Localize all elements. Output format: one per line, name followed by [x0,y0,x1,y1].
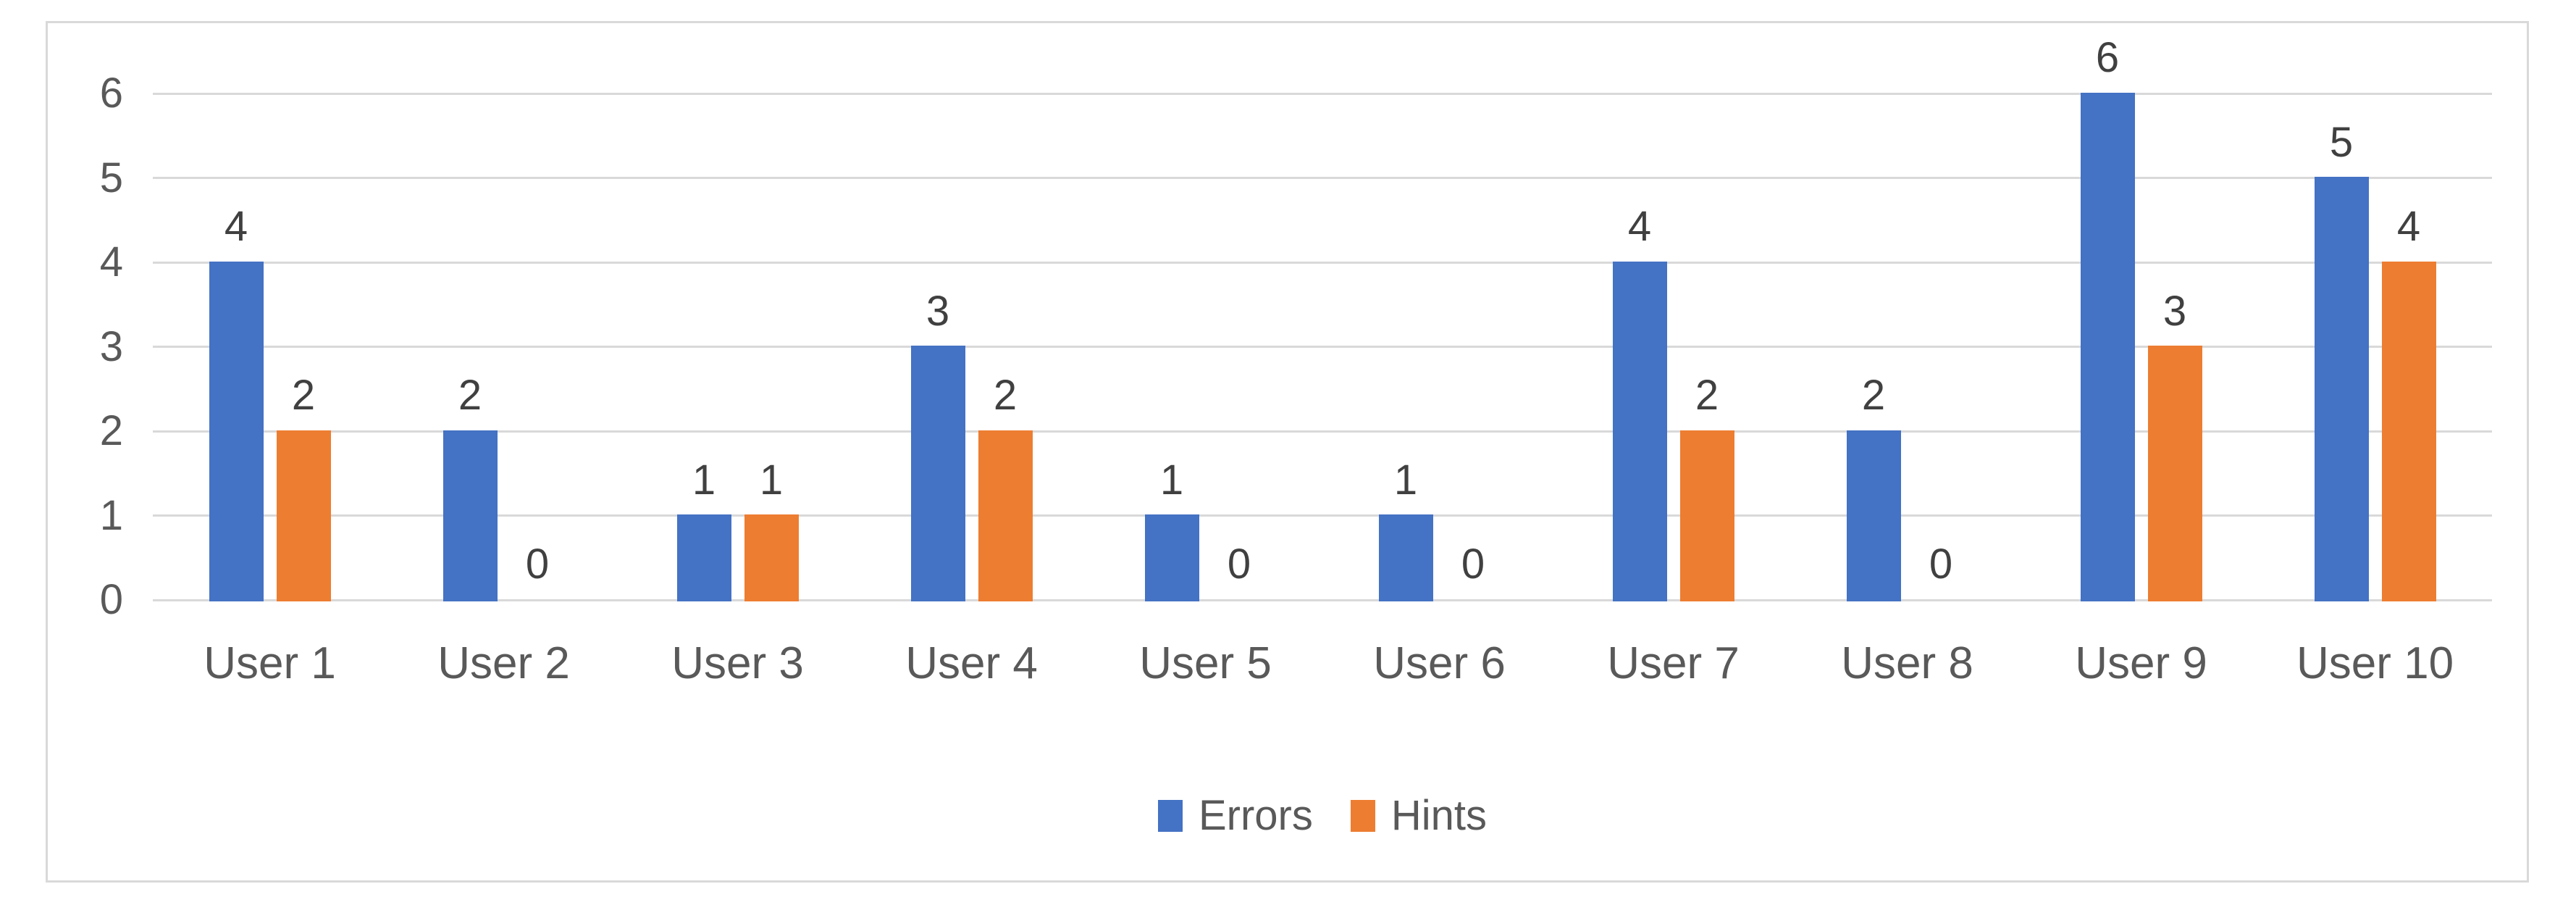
bar-hints-user-3 [744,514,799,601]
data-label-errors-user-3: 1 [692,456,716,504]
legend-swatch-hints [1350,800,1375,832]
y-tick-label-5: 5 [99,154,123,201]
x-axis-label-user-5: User 5 [1139,638,1272,688]
data-label-hints-user-9: 3 [2162,287,2187,335]
gridline-y6 [153,92,2492,95]
data-label-errors-user-5: 1 [1159,456,1184,504]
bar-errors-user-2 [442,430,498,601]
bar-errors-user-1 [209,261,264,601]
gridline-y2 [153,430,2492,433]
x-axis-label-user-3: User 3 [671,638,804,688]
legend-item-hints: Hints [1350,792,1488,839]
x-axis-label-user-8: User 8 [1841,638,1973,688]
legend-swatch-errors [1157,800,1183,832]
legend-item-errors: Errors [1157,792,1313,839]
bar-hints-user-4 [978,430,1033,601]
data-label-hints-user-2: 0 [525,541,550,588]
x-axis-label-user-2: User 2 [437,638,570,688]
data-label-errors-user-7: 4 [1627,203,1652,250]
bar-hints-user-10 [2381,261,2436,601]
y-tick-label-6: 6 [99,70,123,117]
gridline-y3 [153,346,2492,348]
data-label-errors-user-9: 6 [2095,34,2120,81]
data-label-hints-user-7: 2 [1695,372,1719,419]
x-axis-label-user-10: User 10 [2296,638,2454,688]
data-label-hints-user-8: 0 [1929,541,1953,588]
bar-errors-user-6 [1378,514,1433,601]
bar-errors-user-8 [1846,430,1901,601]
bar-errors-user-10 [2314,177,2369,601]
bar-errors-user-9 [2080,92,2135,601]
gridline-y0 [153,599,2492,601]
legend-label-errors: Errors [1198,792,1313,839]
data-label-errors-user-10: 5 [2329,118,2354,166]
data-label-errors-user-4: 3 [926,287,950,335]
gridline-y4 [153,261,2492,264]
x-axis-label-user-9: User 9 [2075,638,2207,688]
data-label-hints-user-10: 4 [2396,203,2421,250]
gridline-y1 [153,514,2492,517]
y-tick-label-0: 0 [99,576,123,623]
bar-errors-user-4 [910,346,965,601]
data-label-hints-user-3: 1 [759,456,784,504]
y-tick-label-1: 1 [99,491,123,539]
bar-hints-user-1 [276,430,331,601]
legend: Errors Hints [153,793,2492,839]
data-label-errors-user-8: 2 [1861,372,1886,419]
x-axis-label-user-1: User 1 [204,638,336,688]
gridline-y5 [153,177,2492,179]
data-label-hints-user-1: 2 [291,372,316,419]
data-label-hints-user-4: 2 [993,372,1018,419]
bar-hints-user-9 [2147,346,2202,601]
bar-hints-user-7 [1679,430,1734,601]
x-axis-label-user-6: User 6 [1373,638,1506,688]
y-tick-label-4: 4 [99,238,123,285]
data-label-hints-user-5: 0 [1227,541,1251,588]
y-tick-label-2: 2 [99,407,123,454]
bar-errors-user-5 [1144,514,1199,601]
y-tick-label-3: 3 [99,322,123,370]
x-axis-label-user-7: User 7 [1607,638,1740,688]
data-label-errors-user-1: 4 [224,203,248,250]
data-label-hints-user-6: 0 [1461,541,1485,588]
data-label-errors-user-6: 1 [1393,456,1418,504]
legend-label-hints: Hints [1390,792,1488,839]
bar-errors-user-3 [676,514,731,601]
bar-errors-user-7 [1612,261,1667,601]
data-label-errors-user-2: 2 [458,372,482,419]
x-axis-label-user-4: User 4 [905,638,1038,688]
